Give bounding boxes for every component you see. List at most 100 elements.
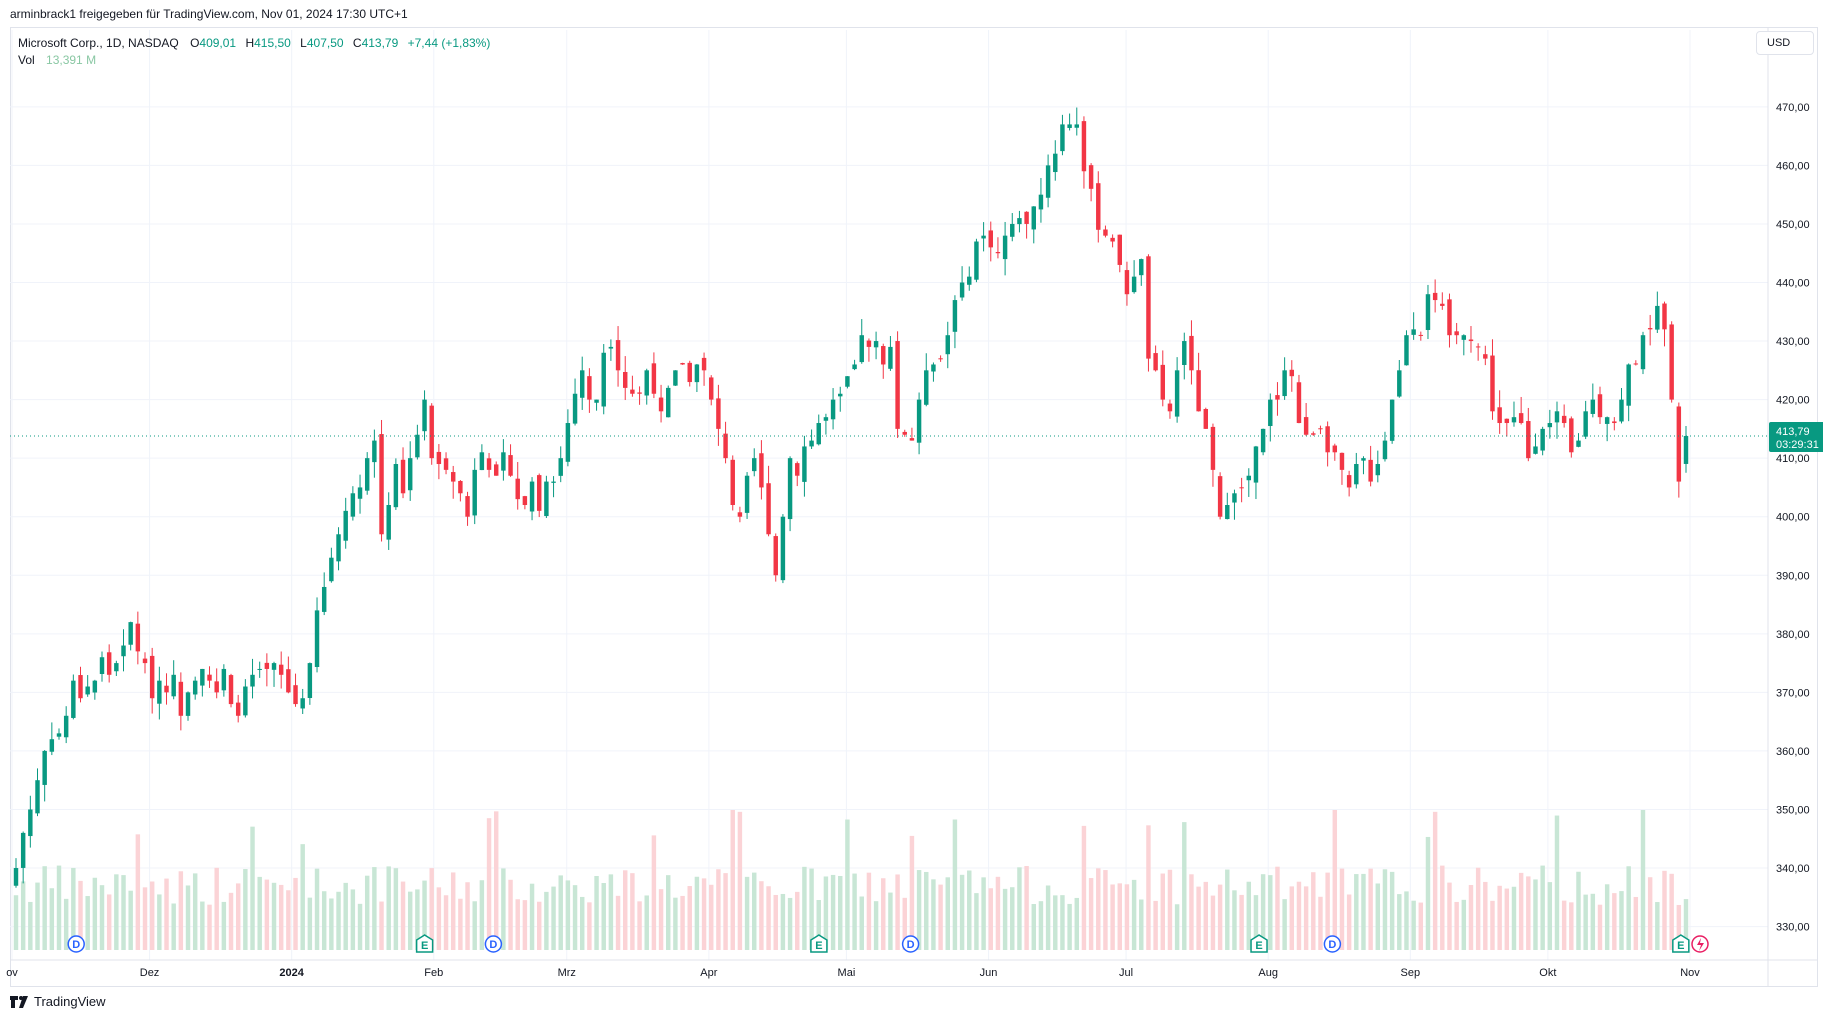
candle-body: [1368, 459, 1373, 482]
volume-bar: [1318, 896, 1323, 950]
candle-body: [214, 681, 219, 693]
dividend-marker-label: D: [489, 939, 497, 951]
volume-bar: [830, 874, 836, 950]
earnings-marker[interactable]: [415, 934, 434, 953]
volume-bar: [264, 879, 270, 950]
x-tick-label: Mai: [838, 967, 856, 979]
candle-body: [128, 622, 133, 645]
dividend-marker[interactable]: [484, 935, 503, 953]
volume-bar: [171, 903, 176, 950]
x-tick-label: Jul: [1119, 967, 1133, 979]
candle-body: [1475, 346, 1481, 348]
y-tick-label: 350,00: [1776, 804, 1810, 816]
volume-bar: [536, 901, 542, 950]
x-tick-label: Sep: [1401, 967, 1421, 979]
volume-bar: [1411, 900, 1416, 950]
candle-body: [1432, 292, 1438, 301]
candle-body: [1110, 237, 1115, 242]
candle-body: [1339, 452, 1345, 470]
volume-bar: [795, 891, 800, 950]
candle-body: [658, 397, 664, 412]
volume-bar: [658, 889, 664, 950]
candle-body: [895, 341, 900, 429]
volume-bar: [71, 867, 76, 950]
volume-bar: [508, 879, 513, 950]
volume-bar: [1655, 902, 1660, 950]
volume-bar: [336, 891, 341, 950]
x-tick-label: Aug: [1258, 967, 1278, 979]
candle-body: [329, 557, 334, 582]
volume-bar: [773, 894, 778, 950]
dividend-marker[interactable]: [67, 935, 85, 953]
volume-bar: [852, 873, 857, 950]
y-tick-label: 450,00: [1776, 219, 1810, 231]
volume-bar: [243, 869, 248, 950]
candle-body: [1103, 229, 1108, 236]
volume-bar: [1096, 868, 1101, 950]
candle-body: [1561, 415, 1567, 424]
volume-bar: [314, 868, 320, 950]
symbol-label[interactable]: Microsoft Corp., 1D, NASDAQ: [18, 36, 179, 50]
volume-bar: [1497, 885, 1502, 950]
y-tick-label: 420,00: [1776, 395, 1810, 407]
candle-body: [536, 475, 542, 511]
volume-bar: [1569, 902, 1574, 950]
volume-bar: [1103, 870, 1108, 950]
volume-bar: [1604, 884, 1610, 950]
candle-body: [243, 686, 248, 716]
currency-button[interactable]: USD: [1756, 31, 1814, 55]
dividend-marker[interactable]: [1323, 935, 1342, 953]
candle-body: [415, 434, 420, 458]
tradingview-logo[interactable]: TradingView: [10, 994, 106, 1009]
earnings-marker[interactable]: [1672, 934, 1690, 953]
volume-bar: [1468, 885, 1474, 950]
volume-bar: [1597, 904, 1603, 950]
candle-body: [1253, 446, 1259, 483]
candle-body: [873, 341, 879, 348]
volume-bar: [1540, 865, 1545, 950]
earnings-marker-label: E: [1677, 940, 1684, 952]
candle-body: [1024, 211, 1029, 224]
candle-body: [802, 446, 807, 482]
volume-bar: [515, 899, 520, 950]
volume-label[interactable]: Vol: [18, 53, 35, 67]
y-tick-label: 400,00: [1776, 512, 1810, 524]
candle-body: [92, 680, 98, 693]
candle-body: [1504, 418, 1510, 424]
x-tick-label: Jun: [980, 967, 998, 979]
volume-bar: [28, 901, 33, 950]
volume-bar: [551, 886, 556, 950]
candle-body: [372, 440, 377, 463]
volume-bar: [1461, 899, 1467, 950]
candle-body: [1683, 435, 1689, 464]
candle-body: [293, 685, 298, 705]
volume-bar: [787, 897, 793, 950]
candle-body: [1296, 382, 1302, 424]
candle-body: [529, 481, 535, 512]
candle-body: [623, 371, 628, 388]
candle-body: [1074, 124, 1079, 128]
candle-body: [1146, 256, 1151, 359]
candle-body: [1260, 428, 1266, 453]
candle-body: [723, 433, 728, 459]
volume-bar: [623, 870, 628, 950]
candle-body: [823, 417, 829, 421]
candle-body: [1662, 303, 1667, 330]
earnings-marker[interactable]: [1250, 934, 1268, 953]
candle-body: [1311, 433, 1316, 435]
volume-bar: [1088, 878, 1094, 950]
candle-body: [479, 452, 485, 471]
dividend-marker[interactable]: [901, 935, 920, 953]
earnings-marker-label: E: [421, 940, 428, 952]
volume-bar: [286, 890, 291, 950]
y-tick-label: 430,00: [1776, 336, 1810, 348]
candle-body: [737, 512, 743, 517]
volume-bar: [1647, 877, 1653, 950]
volume-bar: [1232, 890, 1237, 950]
candle-body: [207, 674, 212, 681]
volume-bar: [967, 870, 972, 950]
volume-bar: [866, 872, 872, 950]
volume-bar: [472, 901, 477, 950]
earnings-marker[interactable]: [810, 934, 828, 953]
